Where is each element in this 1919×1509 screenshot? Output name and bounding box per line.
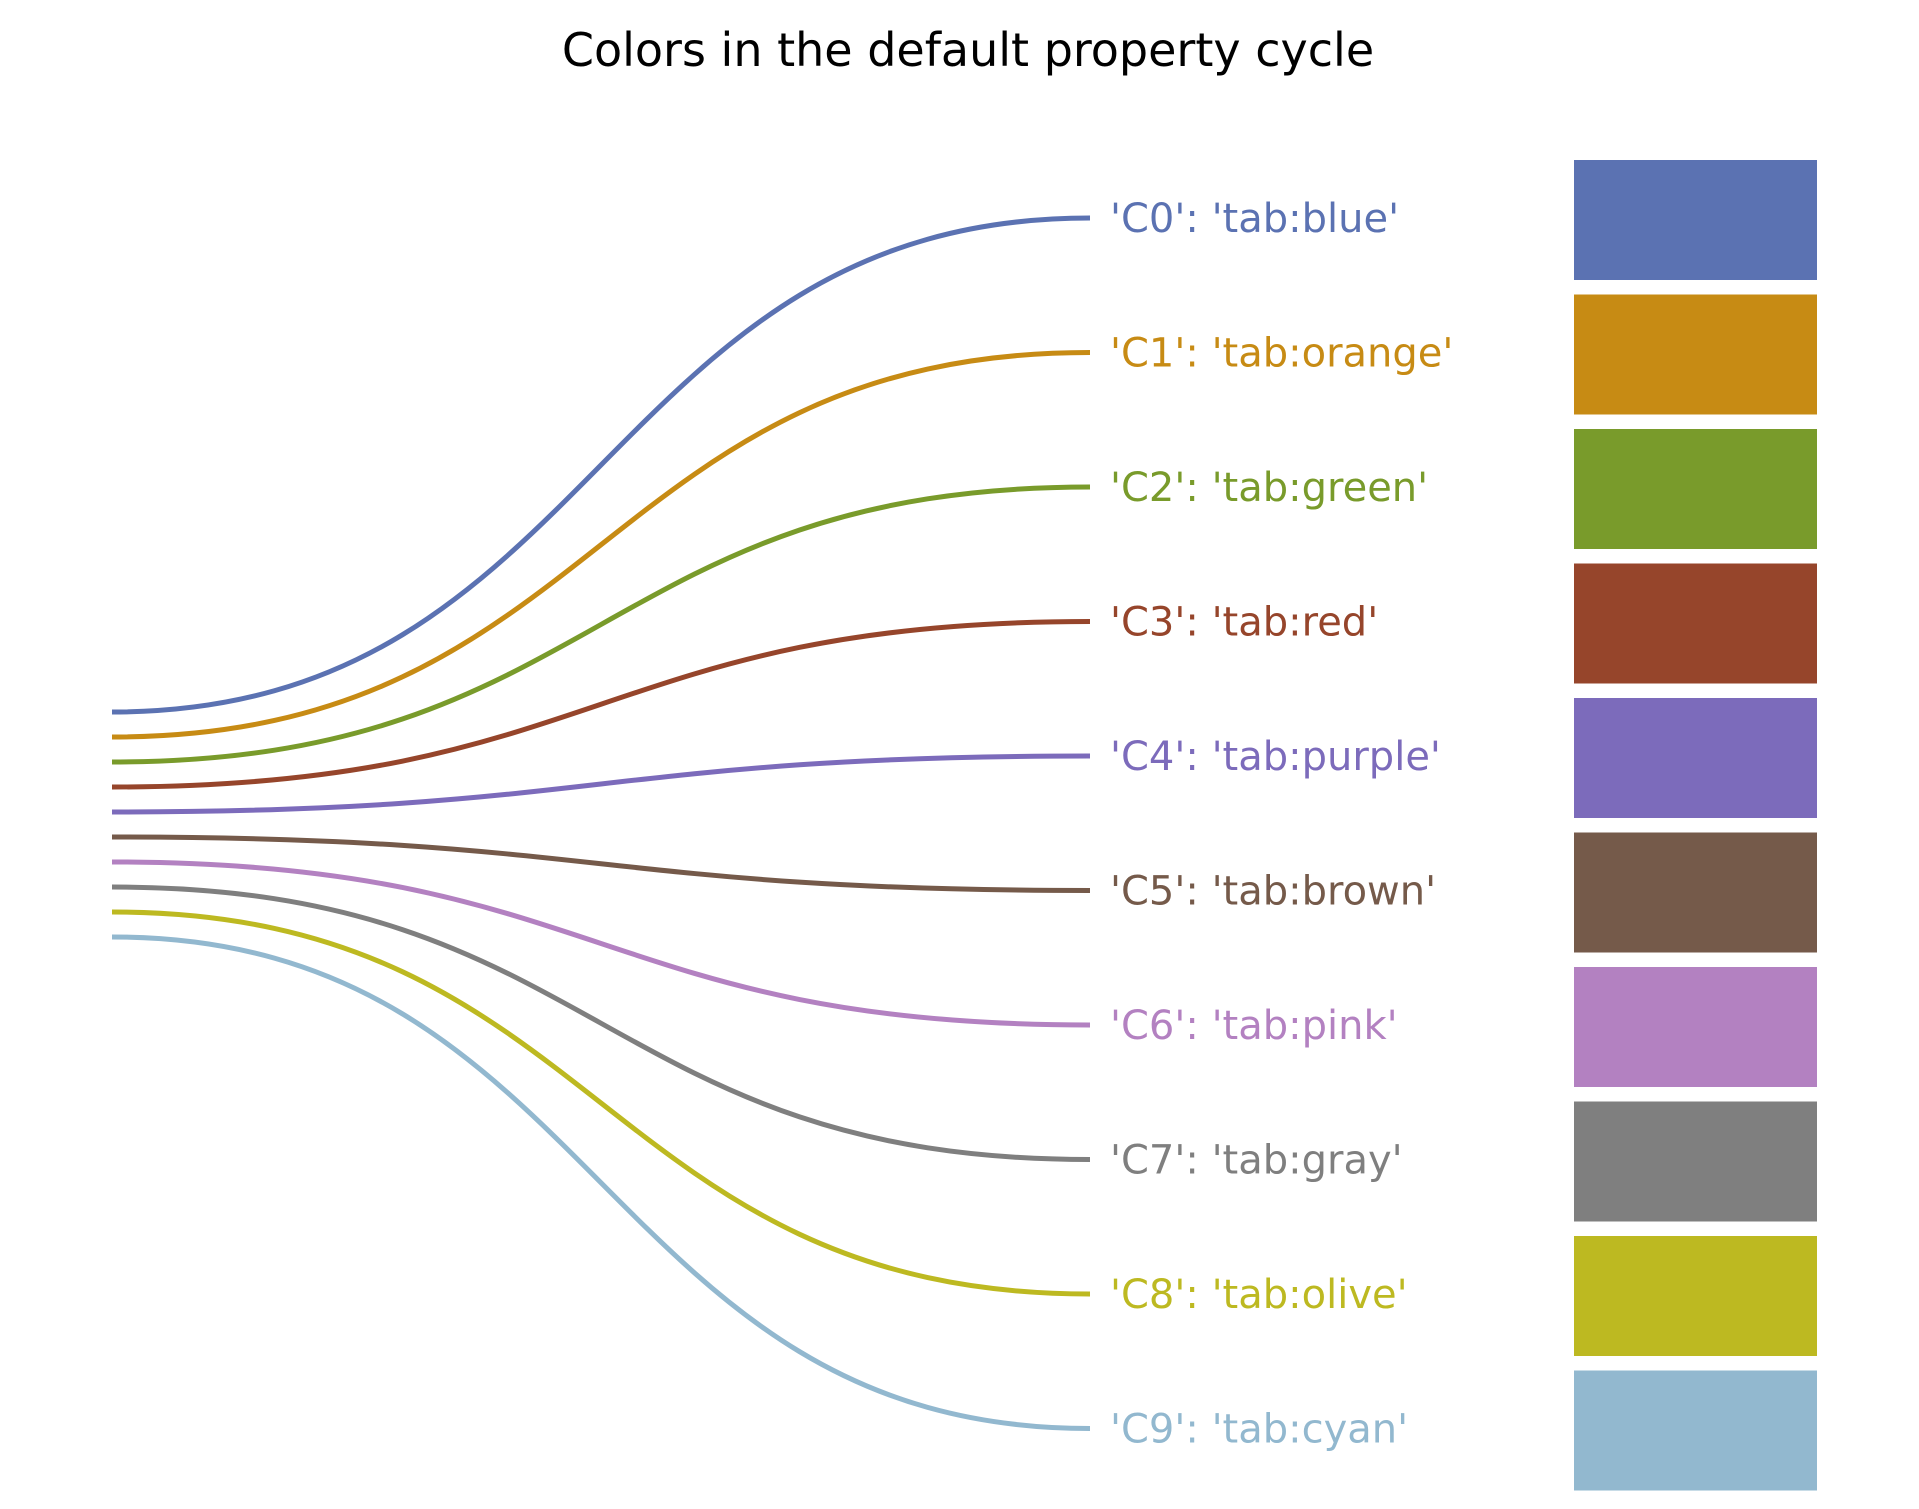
labels-group: 'C0': 'tab:blue' 'C1': 'tab:orange' 'C2': … — [1110, 196, 1453, 1453]
swatches-group — [1574, 160, 1817, 1491]
swatch-c6 — [1574, 967, 1817, 1087]
label-c3: 'C3': 'tab:red' — [1110, 600, 1378, 646]
label-c2: 'C2': 'tab:green' — [1110, 465, 1428, 511]
label-c5: 'C5': 'tab:brown' — [1110, 869, 1436, 915]
curve-c5 — [111, 834, 1091, 893]
curve-c4 — [111, 753, 1091, 815]
label-c1: 'C1': 'tab:orange' — [1110, 331, 1453, 377]
curve-c6 — [111, 859, 1091, 1028]
label-c4: 'C4': 'tab:purple' — [1110, 734, 1441, 780]
swatch-c4 — [1574, 698, 1817, 818]
curves-group — [111, 215, 1091, 1431]
swatch-c3 — [1574, 563, 1817, 684]
swatch-c1 — [1574, 294, 1817, 415]
swatch-c8 — [1574, 1236, 1817, 1356]
curve-c1 — [111, 350, 1091, 740]
label-c6: 'C6': 'tab:pink' — [1110, 1003, 1398, 1049]
curve-c3 — [111, 619, 1091, 790]
swatch-c2 — [1574, 429, 1817, 549]
label-c0: 'C0': 'tab:blue' — [1110, 196, 1399, 242]
curve-c7 — [111, 884, 1091, 1162]
label-c9: 'C9': 'tab:cyan' — [1110, 1407, 1408, 1453]
curve-c9 — [111, 934, 1091, 1431]
swatch-c9 — [1574, 1370, 1817, 1491]
swatch-c7 — [1574, 1101, 1817, 1222]
curve-c8 — [111, 909, 1091, 1297]
label-c7: 'C7': 'tab:gray' — [1110, 1138, 1403, 1184]
figure-title: Colors in the default property cycle — [562, 23, 1374, 77]
curve-c2 — [111, 484, 1091, 765]
swatch-c5 — [1574, 832, 1817, 953]
curve-c0 — [111, 215, 1091, 715]
label-c8: 'C8': 'tab:olive' — [1110, 1272, 1408, 1318]
swatch-c0 — [1574, 160, 1817, 280]
